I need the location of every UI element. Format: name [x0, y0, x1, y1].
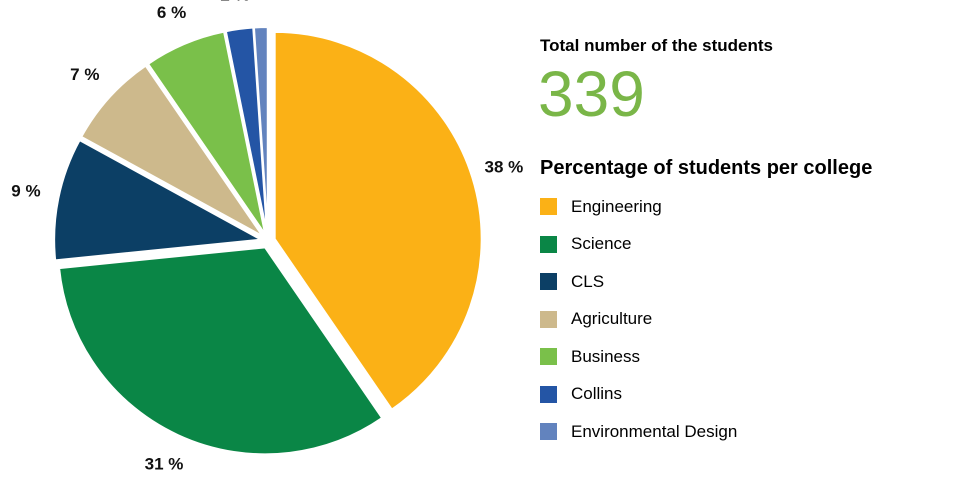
legend-swatch-engineering [540, 198, 557, 216]
total-value: 339 [538, 58, 645, 130]
legend-swatch-collins [540, 385, 557, 403]
pie-slice-science [57, 246, 384, 456]
legend-swatch-business [540, 348, 557, 366]
legend-label-science: Science [571, 234, 632, 254]
pie-label-agriculture: 7 % [70, 65, 99, 84]
legend-item-collins: Collins [540, 376, 950, 414]
legend-label-business: Business [571, 346, 640, 366]
pie-label-collins: 2 % [220, 0, 249, 5]
legend-title: Percentage of students per college [540, 157, 873, 179]
pie-slice-environmental-design [252, 26, 269, 235]
legend-label-collins: Collins [571, 384, 623, 404]
pie-slice-cls [53, 138, 265, 262]
pie-label-cls: 9 % [11, 181, 40, 200]
pie-label-science: 31 % [145, 455, 184, 474]
legend-swatch-science [540, 235, 557, 253]
total-title: Total number of the students [540, 36, 773, 55]
pie-label-environmental-design: 1 % [245, 0, 274, 3]
legend-swatch-cls [540, 273, 557, 291]
legend-label-agriculture: Agriculture [571, 309, 653, 329]
legend-label-cls: CLS [571, 271, 605, 291]
pie-slice-agriculture [79, 64, 264, 238]
pie-label-business: 6 % [157, 3, 186, 22]
pie-slices [53, 26, 483, 456]
legend-item-environmental-design: Environmental Design [540, 413, 950, 451]
legend-item-science: Science [540, 226, 950, 264]
info-panel: Total number of the students 339 Percent… [538, 36, 950, 451]
legend-swatch-agriculture [540, 310, 557, 328]
pie-label-engineering: 38 % [485, 157, 524, 176]
legend-item-business: Business [540, 338, 950, 376]
pie-slice-engineering [273, 30, 483, 411]
legend-swatch-environmental-design [540, 423, 557, 441]
legend-label-engineering: Engineering [571, 196, 662, 216]
pie-slice-business [146, 30, 267, 236]
legend-label-environmental-design: Environmental Design [571, 421, 738, 441]
legend-item-engineering: Engineering [540, 188, 950, 226]
legend-item-agriculture: Agriculture [540, 301, 950, 339]
legend-item-cls: CLS [540, 263, 950, 301]
legend: Engineering Science CLS Agriculture Busi… [540, 188, 950, 451]
pie-labels: 38 % 31 % 9 % 7 % 6 % 2 %1 % [11, 0, 523, 474]
